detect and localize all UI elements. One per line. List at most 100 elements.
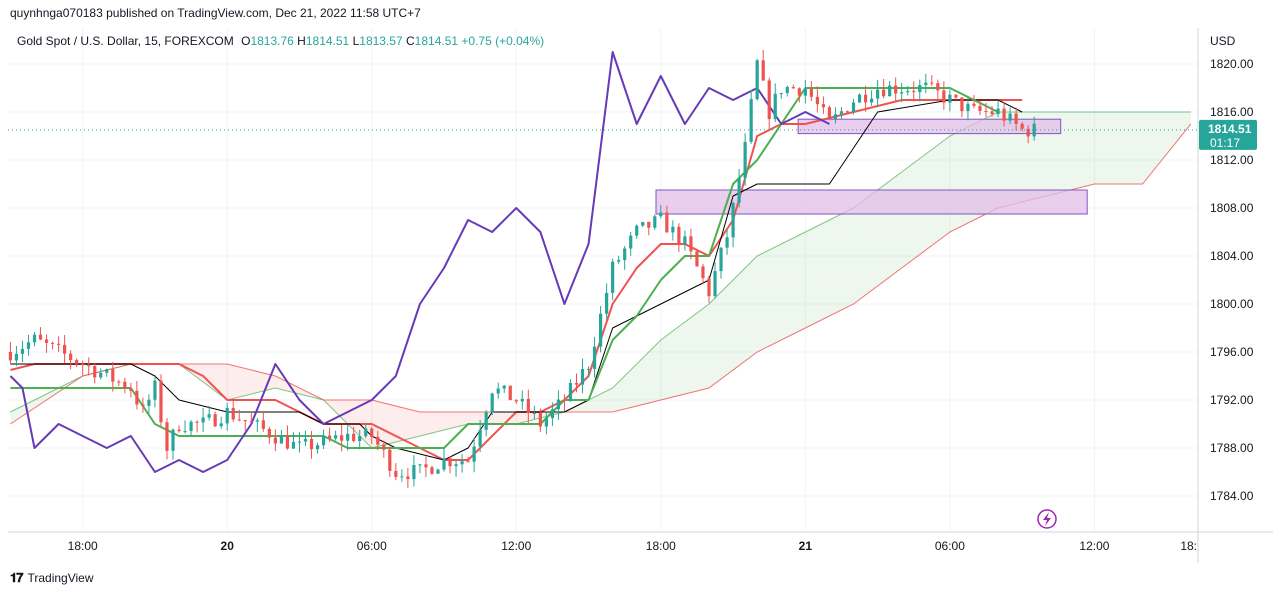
candle-body: [556, 399, 561, 410]
candle-body: [496, 388, 500, 394]
candle-body: [1014, 113, 1018, 124]
candle-body: [285, 435, 290, 449]
candle-body: [26, 342, 31, 349]
candle-body: [484, 412, 488, 430]
candle-body: [580, 369, 585, 385]
candle-body: [526, 398, 530, 414]
y-tick-label: 1800.00: [1210, 297, 1254, 311]
candle-body: [948, 94, 952, 103]
candle-body: [135, 390, 139, 405]
candle-body: [894, 85, 898, 94]
candle-body: [520, 398, 524, 402]
candle-body: [779, 93, 783, 95]
candle-body: [225, 407, 229, 424]
candle-body: [346, 433, 350, 441]
candle-body: [327, 435, 332, 439]
candle-body: [605, 292, 609, 314]
y-tick-label: 1808.00: [1210, 201, 1254, 215]
publish-line: quynhnga070183 published on TradingView.…: [10, 6, 421, 20]
candle-body: [833, 114, 838, 119]
candle-body: [309, 438, 314, 450]
candle-body: [598, 313, 603, 347]
low-label: L: [352, 34, 360, 48]
candle-body: [803, 88, 807, 96]
candle-body: [978, 105, 982, 111]
cloud-segment: [419, 412, 469, 436]
y-tick-label: 1788.00: [1210, 441, 1254, 455]
candle-body: [243, 420, 247, 422]
candle-body: [219, 423, 223, 427]
candle-body: [641, 221, 645, 226]
x-tick-label: 12:00: [1079, 539, 1109, 553]
candle-body: [20, 348, 25, 354]
candle-body: [183, 431, 187, 433]
candle-body: [845, 111, 850, 113]
cloud-segment: [708, 256, 758, 388]
candle-body: [611, 261, 615, 293]
x-tick-label: 18:00: [68, 539, 98, 553]
candle-body: [930, 82, 934, 84]
ohlc-legend: Gold Spot / U.S. Dollar, 15, FOREXCOM O1…: [17, 34, 544, 48]
close-value: 1814.51: [414, 34, 459, 48]
candle-body: [502, 385, 506, 389]
y-tick-label: 1796.00: [1210, 345, 1254, 359]
tradingview-logo-icon[interactable]: 𝟏𝟕: [10, 570, 24, 585]
candle-body: [984, 110, 988, 112]
candle-body: [213, 414, 217, 427]
candle-body: [954, 94, 958, 98]
candle-body: [382, 444, 386, 450]
price-tag-value: 1814.51: [1208, 122, 1252, 136]
cloud-segment: [757, 232, 806, 352]
candle-body: [966, 103, 970, 112]
candle-body: [653, 216, 657, 228]
candle-body: [707, 278, 711, 297]
candle-body: [358, 436, 362, 442]
candle-body: [490, 393, 494, 413]
candle-body: [906, 91, 910, 93]
candle-body: [117, 381, 121, 383]
candle-body: [454, 464, 458, 467]
candle-body: [743, 141, 747, 178]
candle-body: [165, 422, 169, 451]
candle-body: [659, 212, 663, 217]
cloud-segment: [612, 340, 661, 412]
x-tick-label: 18:00: [646, 539, 676, 553]
candle-body: [574, 383, 579, 385]
candle-body: [863, 94, 868, 103]
high-value: 1814.51: [305, 34, 350, 48]
candle-body: [725, 237, 729, 248]
candle-body: [273, 437, 277, 444]
candle-body: [761, 60, 765, 81]
candle-body: [147, 399, 151, 406]
candle-body: [568, 383, 573, 402]
lightning-icon[interactable]: [1037, 509, 1057, 529]
candle-body: [839, 111, 844, 115]
candle-body: [791, 87, 795, 89]
candle-body: [291, 441, 296, 449]
candle-body: [635, 225, 639, 236]
candle-body: [303, 438, 308, 442]
candle-body: [821, 104, 826, 108]
candle-body: [99, 372, 103, 378]
candle-body: [912, 91, 916, 93]
axes: USD 1784.00 1788.00 1792.00 1796.00 1800.00 18…: [68, 34, 1254, 553]
candle-body: [918, 85, 922, 93]
candle-body: [56, 343, 61, 345]
grid: [8, 28, 1273, 563]
cloud-segment: [805, 208, 854, 328]
candle-body: [315, 445, 320, 450]
candle-body: [201, 417, 205, 423]
candle-body: [370, 428, 374, 437]
price-tag-bg: [1199, 119, 1257, 150]
candle-body: [773, 93, 777, 120]
candle-body: [436, 469, 440, 474]
candle-body: [171, 429, 175, 451]
candle-body: [394, 470, 398, 477]
candle-body: [129, 388, 133, 391]
candle-body: [340, 435, 344, 441]
brand-label[interactable]: TradingView: [27, 571, 94, 585]
y-tick-label: 1792.00: [1210, 393, 1254, 407]
candle-body: [267, 428, 271, 438]
candle-body: [406, 476, 410, 480]
